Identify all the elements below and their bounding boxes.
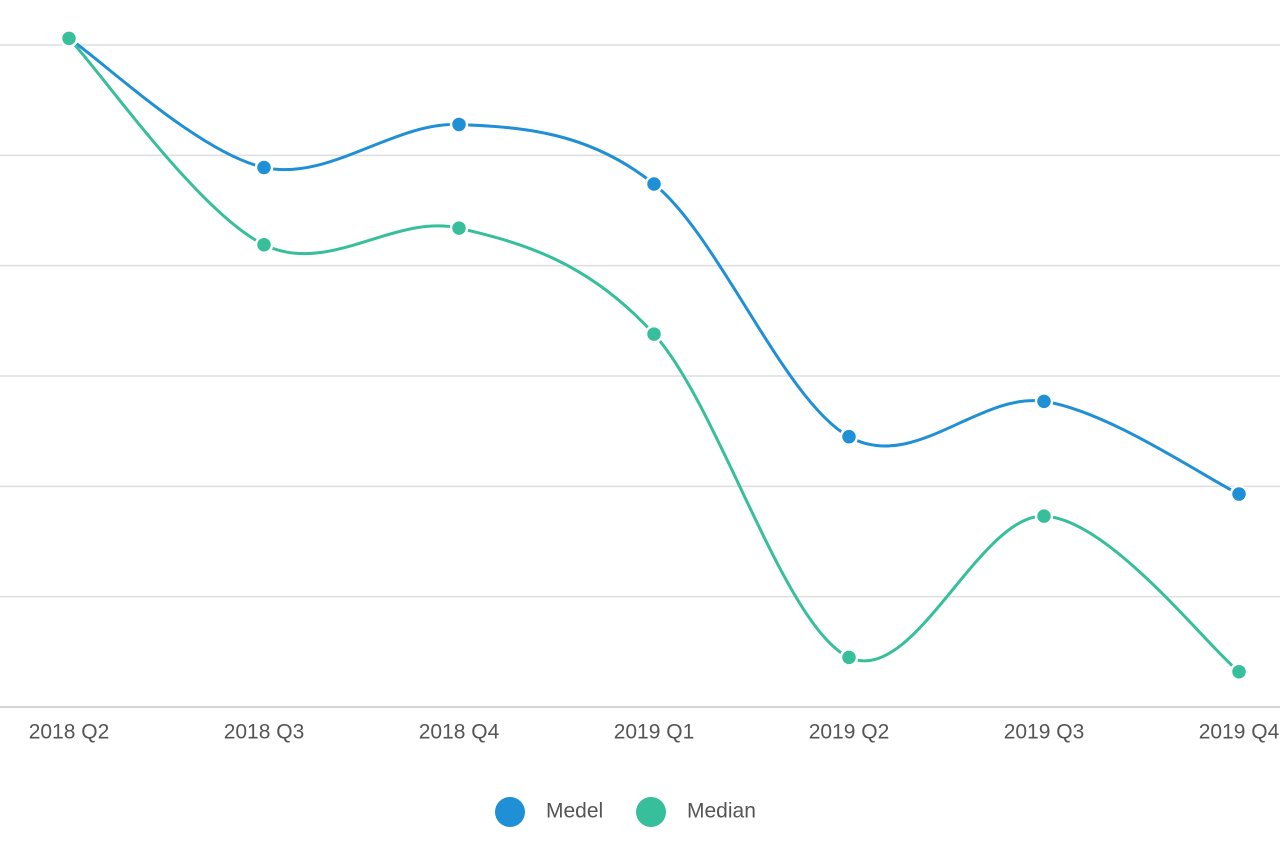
legend-label: Median bbox=[687, 800, 756, 823]
legend-label: Medel bbox=[546, 800, 603, 823]
data-point bbox=[449, 115, 469, 134]
legend-marker bbox=[636, 797, 666, 827]
x-tick-label: 2018 Q3 bbox=[224, 721, 305, 744]
series-line bbox=[67, 37, 1240, 673]
data-point bbox=[644, 174, 664, 194]
x-tick-label: 2018 Q2 bbox=[29, 721, 110, 744]
data-point bbox=[254, 235, 274, 254]
data-point bbox=[1034, 506, 1054, 526]
data-point bbox=[839, 648, 859, 667]
x-tick-label: 2019 Q3 bbox=[1004, 721, 1085, 744]
x-tick-label: 2018 Q4 bbox=[419, 721, 500, 744]
data-point bbox=[644, 324, 664, 344]
data-point bbox=[254, 158, 274, 177]
data-point bbox=[839, 427, 859, 446]
data-point bbox=[449, 218, 469, 238]
x-tick-label: 2019 Q4 bbox=[1199, 721, 1280, 744]
data-point bbox=[1034, 392, 1054, 411]
data-point bbox=[59, 29, 79, 48]
x-tick-label: 2019 Q2 bbox=[809, 721, 890, 744]
data-point bbox=[1229, 662, 1249, 681]
legend-marker bbox=[495, 797, 525, 827]
x-tick-label: 2019 Q1 bbox=[614, 721, 695, 744]
data-point bbox=[1229, 484, 1249, 504]
